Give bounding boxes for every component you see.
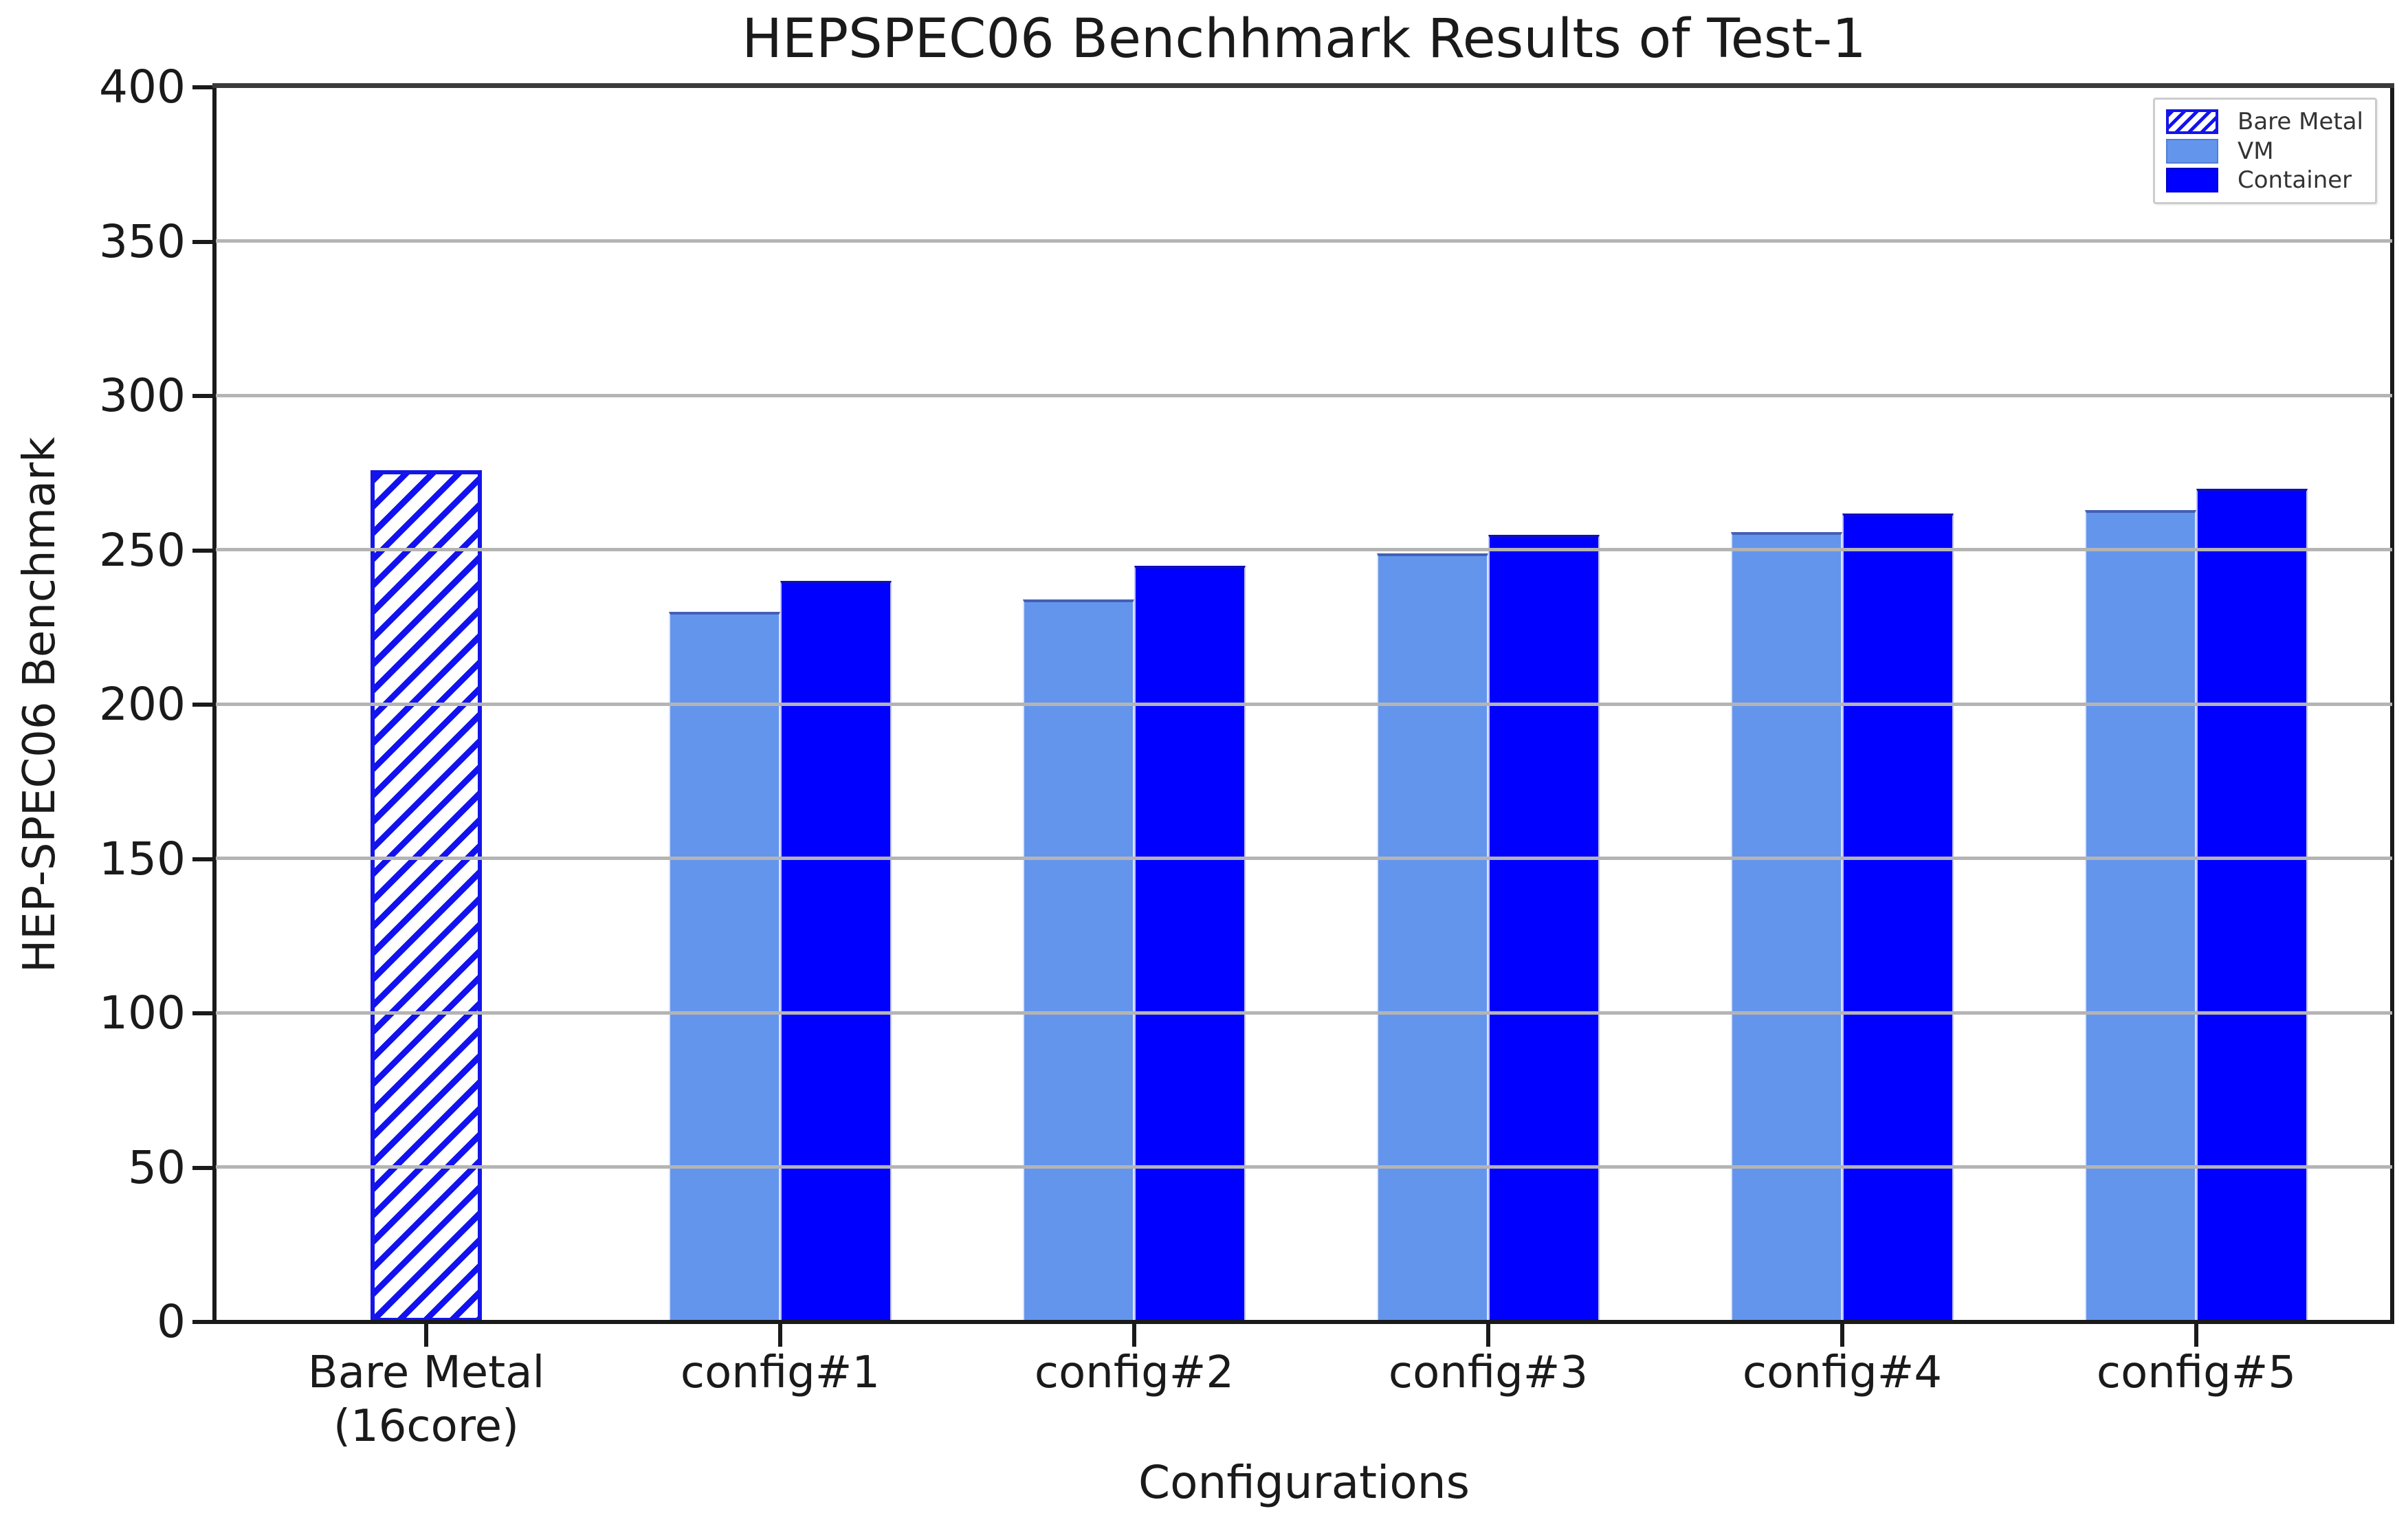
y-tick-mark-200	[192, 703, 216, 707]
x-tick-mark-3	[1486, 1322, 1490, 1347]
legend-label-bare-metal: Bare Metal	[2238, 108, 2363, 135]
y-tick-label-350: 350	[99, 215, 186, 268]
bar-vm-config#2	[1023, 599, 1134, 1322]
bar-container-config#1	[780, 581, 892, 1322]
x-tick-mark-1	[778, 1322, 782, 1347]
gridline-300	[216, 394, 2392, 397]
x-tick-label-config#3: config#3	[1268, 1346, 1708, 1400]
x-tick-label-line: config#3	[1388, 1347, 1589, 1398]
y-tick-mark-50	[192, 1166, 216, 1170]
plot-area	[216, 87, 2392, 1322]
y-tick-mark-300	[192, 394, 216, 398]
legend-label-container: Container	[2238, 166, 2352, 194]
y-tick-mark-350	[192, 240, 216, 244]
y-tick-label-0: 0	[157, 1295, 186, 1348]
legend-swatch-vm	[2166, 138, 2218, 164]
bar-vm-config#3	[1377, 553, 1488, 1322]
y-tick-mark-250	[192, 549, 216, 553]
legend-entry-bare-metal: Bare Metal	[2166, 108, 2364, 135]
x-axis-label: Configurations	[1138, 1456, 1470, 1509]
top-spine	[212, 83, 2394, 88]
x-tick-mark-4	[1840, 1322, 1844, 1347]
y-tick-mark-100	[192, 1011, 216, 1015]
legend: Bare Metal VM Container	[2153, 98, 2377, 204]
y-tick-mark-0	[192, 1320, 216, 1324]
right-spine	[2390, 83, 2394, 1324]
x-tick-label-line: Bare Metal	[307, 1347, 545, 1398]
chart-title: HEPSPEC06 Benchhmark Results of Test-1	[742, 8, 1866, 70]
gridline-150	[216, 857, 2392, 860]
gridline-200	[216, 703, 2392, 706]
bar-vm-config#4	[1731, 532, 1842, 1322]
y-tick-label-300: 300	[99, 369, 186, 422]
x-tick-mark-0	[424, 1322, 428, 1347]
y-tick-label-200: 200	[99, 678, 186, 731]
x-tick-label-line: config#5	[2096, 1347, 2297, 1398]
x-tick-label-line: config#1	[680, 1347, 881, 1398]
bar-container-config#5	[2196, 489, 2308, 1322]
y-tick-mark-150	[192, 857, 216, 861]
x-tick-label-config#1: config#1	[560, 1346, 1000, 1400]
legend-entry-vm: VM	[2166, 137, 2364, 165]
gridline-350	[216, 239, 2392, 243]
y-tick-mark-400	[192, 85, 216, 89]
legend-swatch-container	[2166, 168, 2218, 192]
x-tick-label-config#4: config#4	[1622, 1346, 2062, 1400]
x-axis-line	[212, 1320, 2394, 1324]
bar-container-config#2	[1134, 566, 1246, 1322]
bar-container-config#3	[1488, 535, 1600, 1322]
gridline-50	[216, 1165, 2392, 1169]
x-tick-label-line: config#4	[1742, 1347, 1943, 1398]
y-tick-label-150: 150	[99, 832, 186, 885]
y-tick-label-100: 100	[99, 986, 186, 1039]
x-tick-label-config#2: config#2	[914, 1346, 1354, 1400]
gridline-100	[216, 1011, 2392, 1015]
bar-bare-metal-bare-metal	[371, 470, 482, 1322]
bar-vm-config#5	[2085, 510, 2196, 1322]
legend-entry-container: Container	[2166, 166, 2364, 194]
y-tick-label-400: 400	[99, 60, 186, 113]
x-tick-label-config#5: config#5	[1976, 1346, 2408, 1400]
x-tick-label-line: (16core)	[333, 1401, 519, 1452]
legend-label-vm: VM	[2238, 137, 2274, 165]
bar-vm-config#1	[669, 612, 780, 1322]
y-tick-label-50: 50	[128, 1141, 186, 1194]
legend-swatch-bare-metal	[2166, 109, 2218, 134]
gridline-250	[216, 548, 2392, 551]
y-tick-label-250: 250	[99, 524, 186, 577]
x-tick-label-bare-metal: Bare Metal (16core)	[206, 1346, 646, 1453]
x-tick-mark-2	[1132, 1322, 1136, 1347]
bar-container-config#4	[1842, 514, 1954, 1322]
x-tick-label-line: config#2	[1034, 1347, 1235, 1398]
x-tick-mark-5	[2194, 1322, 2198, 1347]
